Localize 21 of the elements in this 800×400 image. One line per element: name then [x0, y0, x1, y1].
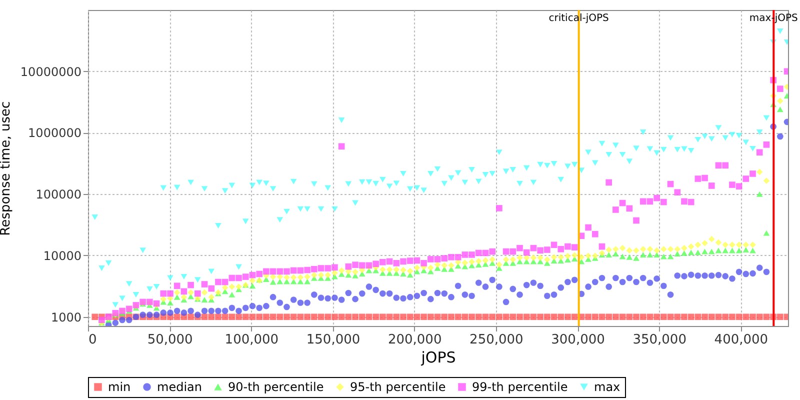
legend-label: median: [157, 380, 202, 394]
legend-label: 90-th percentile: [228, 380, 324, 394]
x-tick-label: 250,000: [470, 332, 524, 348]
x-tick-label: 0: [88, 332, 97, 348]
legend-label: min: [108, 380, 131, 394]
x-tick-label: 150,000: [306, 332, 360, 348]
x-tick-label: 100,000: [224, 332, 279, 348]
y-tick-label: 1000: [50, 310, 82, 324]
legend-label: max: [594, 380, 620, 394]
legend-label: 95-th percentile: [350, 380, 446, 394]
legend-label: 99-th percentile: [472, 380, 568, 394]
x-axis-title: jOPS: [420, 348, 456, 366]
x-tick-label: 50,000: [147, 332, 193, 348]
x-tick-label: 300,000: [551, 332, 605, 348]
x-tick-label: 200,000: [388, 332, 442, 348]
x-tick-label: 400,000: [714, 332, 768, 348]
y-tick-label: 100000: [36, 188, 82, 202]
x-tick-label: 350,000: [632, 332, 686, 348]
y-tick-label: 10000000: [20, 64, 82, 79]
y-tick-label: 10000: [43, 248, 82, 263]
y-tick-label: 1000000: [28, 126, 82, 140]
